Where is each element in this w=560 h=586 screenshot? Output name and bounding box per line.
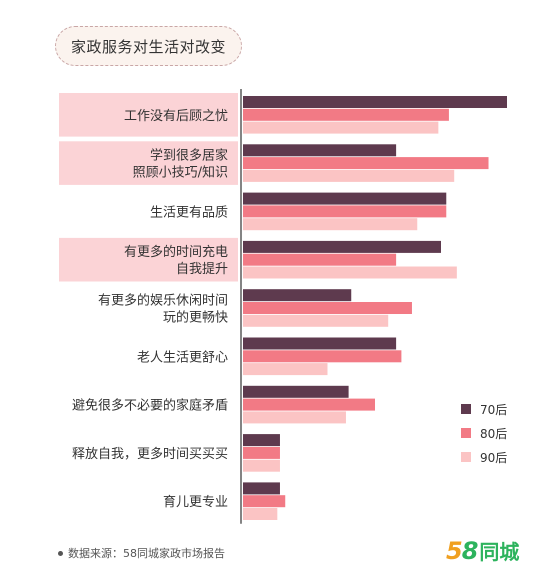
bar-3: [243, 169, 455, 182]
data-source-text: 数据来源：58同城家政市场报告: [68, 547, 225, 560]
bar-3: [243, 121, 439, 134]
category-label: 玩的更畅快: [163, 310, 228, 326]
bar-2: [243, 350, 402, 363]
category-label: 避免很多不必要的家庭矛盾: [72, 398, 228, 414]
legend-swatch: [461, 428, 471, 438]
bar-1: [243, 385, 349, 398]
bar-2: [243, 398, 375, 411]
bar-1: [243, 240, 441, 253]
bar-2: [243, 495, 286, 508]
bar-2: [243, 108, 449, 121]
highlight-band: [59, 141, 238, 185]
highlight-band: [59, 237, 238, 282]
bar-1: [243, 337, 397, 350]
58-tongcheng-logo: 58 同城: [446, 536, 519, 565]
bar-3: [243, 411, 346, 424]
category-label: 学到很多居家: [150, 148, 228, 164]
bar-2: [243, 253, 397, 266]
legend-swatch: [461, 404, 471, 414]
chart-title-text: 家政服务对生活对改变: [70, 37, 226, 56]
bar-1: [243, 144, 397, 157]
category-label: 工作没有后顾之忧: [124, 109, 228, 124]
bullet-dot: [58, 550, 63, 556]
category-label: 育儿更专业: [163, 494, 228, 510]
category-label: 有更多的娱乐休闲时间: [98, 293, 228, 309]
bar-3: [243, 218, 418, 231]
category-label: 生活更有品质: [150, 205, 228, 220]
chart-title: 家政服务对生活对改变: [55, 26, 242, 66]
category-label: 老人生活更舒心: [137, 350, 228, 365]
legend-swatch: [461, 452, 471, 462]
bar-1: [243, 192, 447, 205]
bar-1: [243, 482, 280, 495]
logo-text: 同城: [479, 540, 520, 564]
bar-3: [243, 459, 280, 472]
bar-2: [243, 302, 412, 314]
legend-label: 80后: [480, 427, 507, 441]
legend-label: 70后: [480, 403, 507, 417]
bar-3: [243, 508, 278, 520]
category-label: 释放自我，更多时间买买买: [72, 446, 228, 462]
category-label: 照顾小技巧/知识: [133, 165, 228, 181]
category-label: 自我提升: [176, 261, 228, 277]
bar-3: [243, 363, 328, 376]
bar-2: [243, 205, 447, 218]
logo-number: 58: [446, 537, 478, 565]
legend-label: 90后: [480, 451, 507, 465]
bar-1: [243, 289, 352, 302]
bar-1: [243, 434, 280, 447]
bar-2: [243, 446, 280, 459]
bar-3: [243, 266, 457, 279]
highlight-band: [59, 93, 238, 137]
bar-1: [243, 96, 507, 108]
bar-3: [243, 314, 389, 327]
bar-2: [243, 157, 489, 170]
category-label: 有更多的时间充电: [124, 244, 228, 260]
data-source-note: 数据来源：58同城家政市场报告: [58, 545, 225, 561]
